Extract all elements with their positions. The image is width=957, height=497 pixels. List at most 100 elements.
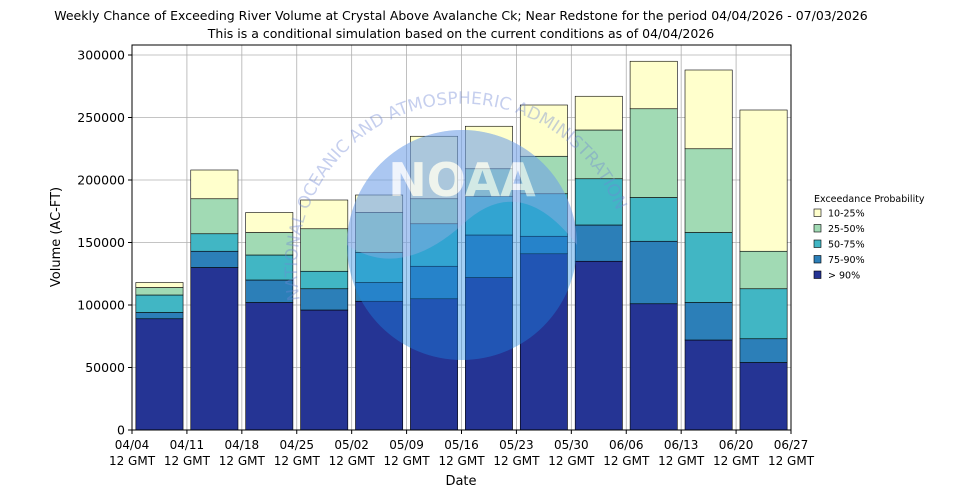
- bar-segment: [519, 104, 568, 157]
- legend-label: 25-50%: [828, 224, 865, 235]
- bar-segment: [465, 277, 513, 431]
- bar-segment: [629, 240, 678, 305]
- bar-segment: [300, 228, 349, 272]
- bar-segment: [190, 169, 239, 200]
- bar-segment: [684, 232, 733, 303]
- bar-segment: [739, 109, 788, 252]
- x-tick-label-date: 04/11: [170, 438, 205, 452]
- bar-segment: [739, 250, 788, 290]
- y-tick-label: 250000: [77, 110, 125, 125]
- bar-segment: [629, 197, 678, 242]
- bar-segment: [355, 212, 404, 253]
- y-tick-label: 300000: [77, 48, 125, 63]
- y-axis: 0 50000 100000 150000 200000 250000 300000: [77, 48, 132, 438]
- x-tick-label-date: 04/04: [115, 438, 150, 452]
- legend-title: Exceedance Probability: [814, 194, 925, 205]
- bar-segment: [190, 198, 239, 235]
- x-tick-label-date: 04/18: [225, 438, 260, 452]
- bar-segment: [410, 298, 458, 431]
- y-tick-label: 200000: [77, 173, 125, 188]
- x-tick-label-date: 06/27: [774, 438, 809, 452]
- bar-segment: [629, 303, 678, 431]
- bar-segment: [739, 362, 788, 431]
- legend-swatch: [813, 270, 822, 279]
- bar-segment: [684, 69, 733, 150]
- bar-segment: [135, 318, 184, 431]
- bar-segment: [410, 198, 458, 225]
- x-axis: 04/04 12 GMT 04/11 12 GMT 04/18 12 GMT 04/25 12…: [109, 430, 815, 468]
- legend-swatch: [813, 255, 822, 264]
- svg-text:NOAA: NOAA: [388, 153, 536, 207]
- bar-segment: [135, 282, 184, 288]
- bar-segment: [355, 194, 404, 213]
- y-tick-label: 150000: [77, 235, 125, 250]
- bar-segment: [465, 195, 513, 236]
- bar-segment: [190, 267, 239, 431]
- x-tick-label-time: 12 GMT: [219, 454, 266, 468]
- chart-subtitle: This is a conditional simulation based o…: [207, 26, 714, 41]
- bar-segment: [465, 125, 513, 170]
- bar-segment: [410, 135, 458, 200]
- x-tick-label-time: 12 GMT: [493, 454, 540, 468]
- x-tick-label-time: 12 GMT: [109, 454, 156, 468]
- x-tick-label-date: 04/25: [279, 438, 314, 452]
- y-axis-label: Volume (AC-FT): [49, 187, 64, 287]
- x-tick-label-time: 12 GMT: [658, 454, 705, 468]
- bar-segment: [410, 265, 458, 300]
- bar-segment: [739, 288, 788, 340]
- y-tick-label: 0: [117, 423, 125, 438]
- bar-segment: [629, 108, 678, 198]
- bar-segment: [135, 294, 184, 313]
- bar-segment: [300, 270, 349, 290]
- bar-segment: [519, 253, 568, 431]
- bar-segment: [739, 338, 788, 363]
- bar-segment: [519, 155, 568, 195]
- bar-segment: [574, 224, 623, 262]
- x-tick-label-date: 06/13: [664, 438, 699, 452]
- bar-segment: [245, 302, 294, 431]
- legend-label: > 90%: [828, 271, 860, 282]
- x-tick-label-time: 12 GMT: [274, 454, 321, 468]
- bar-segment: [574, 178, 623, 226]
- bar-segment: [245, 212, 294, 233]
- x-tick-label-date: 06/20: [719, 438, 754, 452]
- bar-segment: [190, 233, 239, 252]
- bar-segment: [245, 254, 294, 281]
- x-tick-label-date: 05/02: [334, 438, 369, 452]
- legend-label: 50-75%: [828, 240, 865, 251]
- x-tick-label-time: 12 GMT: [768, 454, 815, 468]
- bar-segment: [574, 260, 623, 431]
- x-tick-label-date: 05/09: [389, 438, 424, 452]
- bar-segment: [190, 250, 239, 268]
- bar-segment: [300, 288, 349, 311]
- bar-segment: [684, 339, 733, 431]
- bar-segment: [684, 302, 733, 341]
- x-tick-label-time: 12 GMT: [603, 454, 650, 468]
- y-tick-label: 50000: [85, 360, 125, 375]
- x-tick-label-time: 12 GMT: [329, 454, 376, 468]
- bar-segment: [300, 199, 349, 230]
- x-tick-label-time: 12 GMT: [164, 454, 211, 468]
- x-tick-label-time: 12 GMT: [438, 454, 485, 468]
- bar-segment: [574, 95, 623, 131]
- x-tick-label-time: 12 GMT: [548, 454, 595, 468]
- y-tick-label: 100000: [77, 298, 125, 313]
- bar-segment: [465, 234, 513, 278]
- bar-segment: [300, 309, 349, 431]
- x-axis-label: Date: [445, 474, 476, 489]
- bar-segment: [629, 60, 678, 110]
- x-tick-label-date: 05/16: [444, 438, 479, 452]
- legend-swatch: [813, 224, 822, 233]
- bar-segment: [135, 287, 184, 296]
- bar-segment: [135, 312, 184, 320]
- x-tick-label-date: 06/06: [609, 438, 644, 452]
- bar-segment: [574, 129, 623, 180]
- legend-label: 10-25%: [828, 209, 865, 220]
- bar-segment: [684, 148, 733, 233]
- legend-swatch: [813, 208, 822, 217]
- x-tick-label-time: 12 GMT: [713, 454, 760, 468]
- chart-title: Weekly Chance of Exceeding River Volume …: [54, 8, 868, 23]
- x-tick-label-date: 05/30: [554, 438, 589, 452]
- legend-label: 75-90%: [828, 255, 865, 266]
